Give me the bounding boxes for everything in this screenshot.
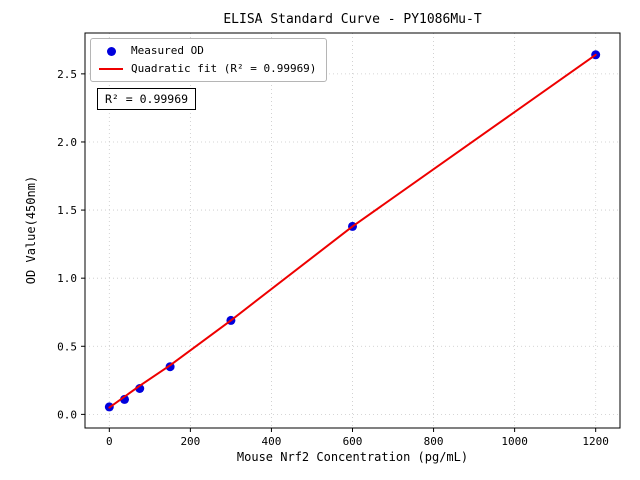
chart-title: ELISA Standard Curve - PY1086Mu-T [223, 12, 482, 27]
fit-line-icon [99, 68, 123, 70]
legend-handle [99, 68, 123, 70]
x-tick-label: 400 [262, 435, 282, 448]
x-tick-label: 1200 [582, 435, 609, 448]
scatter-marker-icon [106, 46, 116, 56]
legend: Measured OD Quadratic fit (R² = 0.99969) [90, 38, 328, 82]
y-tick-label: 0.5 [57, 340, 77, 353]
legend-label-measured-od: Measured OD [131, 44, 204, 57]
y-tick-label: 2.0 [57, 136, 77, 149]
y-axis-label: OD Value(450nm) [24, 175, 38, 285]
tick-marks [81, 73, 597, 432]
x-axis-label: Mouse Nrf2 Concentration (pg/mL) [236, 450, 469, 464]
series-1 [108, 53, 597, 409]
legend-handle [99, 46, 123, 56]
x-tick-label: 200 [180, 435, 200, 448]
y-tick-label: 1.0 [57, 272, 77, 285]
tick-labels: 0 200 400 600 800 1000 1200 0.0 0.5 1.0 1.5 2.0 2.5 [57, 68, 609, 448]
x-tick-label: 800 [424, 435, 444, 448]
legend-label-quadratic-fit: Quadratic fit (R² = 0.99969) [131, 62, 317, 75]
y-tick-label: 2.5 [57, 68, 77, 81]
legend-entry-measured-od: Measured OD [99, 44, 316, 58]
y-tick-label: 0.0 [57, 408, 77, 421]
legend-entry-quadratic-fit: Quadratic fit (R² = 0.99969) [99, 62, 316, 76]
x-tick-label: 1000 [501, 435, 528, 448]
y-tick-label: 1.5 [57, 204, 77, 217]
x-tick-label: 0 [106, 435, 113, 448]
x-tick-label: 600 [343, 435, 363, 448]
r-squared-annotation: R² = 0.99969 [97, 88, 197, 110]
